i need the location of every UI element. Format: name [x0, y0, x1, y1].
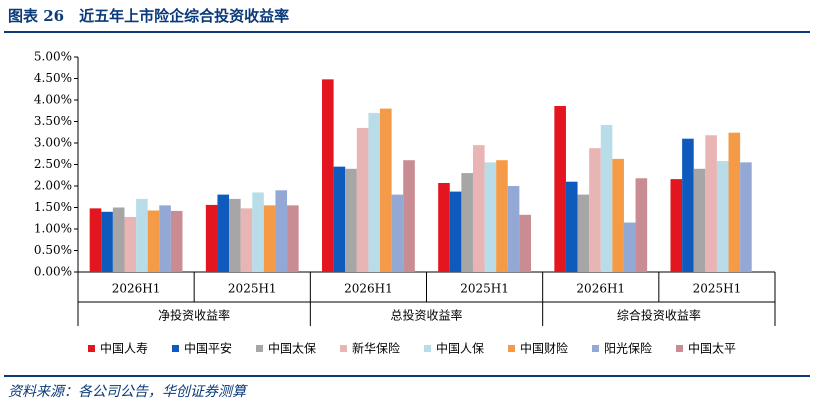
legend-label: 中国人保	[436, 341, 484, 356]
bar	[170, 210, 183, 272]
bar	[577, 194, 590, 272]
y-tick-label: 1.50%	[34, 200, 72, 214]
bar	[612, 158, 624, 272]
legend-swatch	[340, 345, 347, 352]
y-tick-label: 3.50%	[34, 114, 72, 128]
bar	[368, 112, 381, 273]
bar	[263, 205, 276, 272]
bar	[740, 162, 752, 272]
bar	[159, 205, 171, 272]
y-tick-label: 0.00%	[34, 265, 72, 279]
legend-label: 中国太平	[688, 341, 736, 356]
chart-title: 图表 26 近五年上市险企综合投资收益率	[8, 7, 289, 25]
bar	[565, 181, 578, 272]
group-label: 净投资收益率	[158, 308, 230, 323]
legend-label: 阳光保险	[604, 341, 652, 356]
bar	[403, 160, 415, 272]
legend-label: 中国人寿	[100, 341, 148, 356]
bar	[635, 178, 648, 272]
bar	[600, 124, 613, 272]
bar	[322, 79, 334, 272]
x-tick-label: 2025H1	[693, 282, 742, 296]
bar	[705, 135, 717, 272]
bar	[240, 208, 253, 272]
legend-label: 新华保险	[352, 341, 400, 356]
bar	[589, 148, 601, 272]
bar	[670, 179, 683, 272]
bar	[438, 182, 450, 272]
legend-label: 中国平安	[184, 341, 232, 356]
bar	[449, 191, 462, 272]
legend-swatch	[256, 345, 263, 352]
x-tick-label: 2025H1	[228, 282, 277, 296]
bar	[472, 145, 485, 272]
x-tick-label: 2026H1	[344, 282, 393, 296]
y-tick-label: 4.00%	[34, 93, 72, 107]
y-tick-label: 4.50%	[34, 71, 72, 85]
bar	[356, 127, 369, 272]
bar	[623, 222, 636, 272]
source: 资料来源：各公司公告，华创证券测算	[8, 384, 248, 400]
legend-swatch	[508, 345, 515, 352]
bar	[693, 168, 706, 272]
y-tick-label: 3.00%	[34, 136, 72, 150]
group-label: 总投资收益率	[390, 308, 462, 323]
bar	[507, 186, 520, 272]
legend-label: 中国太保	[268, 341, 316, 356]
group-label: 综合投资收益率	[617, 308, 701, 323]
bar	[461, 173, 473, 272]
bar	[147, 210, 160, 272]
bar	[101, 211, 113, 272]
legend-swatch	[172, 345, 179, 352]
bar	[519, 214, 531, 272]
bar	[89, 208, 102, 272]
bar	[275, 190, 288, 272]
legend-label: 中国财险	[520, 341, 568, 356]
x-tick-label: 2026H1	[576, 282, 625, 296]
bar	[716, 161, 729, 272]
bar	[333, 166, 346, 272]
x-tick-label: 2026H1	[112, 282, 161, 296]
y-tick-label: 2.00%	[34, 179, 72, 193]
bar	[554, 106, 566, 273]
y-tick-label: 0.50%	[34, 243, 72, 257]
bar	[484, 162, 497, 272]
bar	[124, 216, 137, 272]
bar	[496, 160, 508, 272]
bar	[252, 192, 264, 272]
bar	[380, 108, 392, 272]
x-tick-label: 2025H1	[460, 282, 509, 296]
bar	[205, 204, 218, 272]
bar	[112, 207, 125, 272]
y-tick-label: 5.00%	[34, 50, 72, 64]
legend-swatch	[592, 345, 599, 352]
legend-swatch	[88, 345, 95, 352]
bar	[391, 194, 404, 272]
bar	[229, 198, 241, 272]
legend-swatch	[424, 345, 431, 352]
y-tick-label: 1.00%	[34, 222, 72, 236]
bar	[345, 168, 357, 272]
bar	[682, 138, 694, 272]
bar	[287, 205, 299, 272]
y-tick-label: 2.50%	[34, 157, 72, 171]
bar	[728, 132, 741, 272]
bar	[136, 198, 148, 272]
bar	[217, 194, 230, 272]
legend-swatch	[676, 345, 683, 352]
